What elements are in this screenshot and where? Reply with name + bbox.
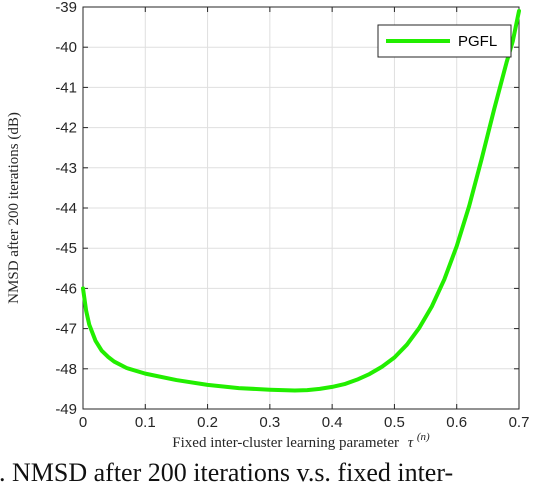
x-tick-label: 0.7 — [509, 414, 530, 431]
y-tick-label: -43 — [55, 160, 77, 177]
chart: 0 0.1 0.2 0.3 0.4 0.5 0.6 0.7 -49 -48 -47 -46 -45 -44… — [6, 0, 529, 451]
y-tick-label: -45 — [55, 240, 77, 257]
grid — [82, 6, 520, 410]
axis-ticks — [82, 6, 520, 410]
x-tick-label: 0.5 — [384, 414, 405, 431]
legend-label-pgfl: PGFL — [458, 33, 497, 50]
y-tick-label: -41 — [55, 79, 77, 96]
x-tick-label: 0.6 — [446, 414, 467, 431]
y-tick-label: -48 — [55, 361, 77, 378]
x-axis-symbol: τ — [408, 435, 414, 451]
x-axis-superscript: (n) — [417, 431, 430, 443]
x-tick-label: 0 — [79, 414, 87, 431]
x-tick-label: 0.3 — [259, 414, 280, 431]
y-axis-title: NMSD after 200 iterations (dB) — [6, 112, 22, 304]
y-tick-label: -49 — [55, 401, 77, 418]
x-axis-title-text: Fixed inter-cluster learning parameter — [172, 435, 399, 451]
y-tick-label: -42 — [55, 120, 77, 137]
series — [81, 9, 521, 393]
x-tick-label: 0.1 — [135, 414, 156, 431]
x-tick-label: 0.2 — [197, 414, 218, 431]
tick-labels: 0 0.1 0.2 0.3 0.4 0.5 0.6 0.7 -49 -48 -47 -46 -45 -44… — [55, 0, 529, 431]
y-tick-label: -39 — [55, 0, 77, 16]
legend: PGFL — [377, 24, 512, 58]
x-axis-title: Fixed inter-cluster learning parameter τ… — [172, 431, 430, 451]
figure-caption: 4. NMSD after 200 iterations v.s. fixed … — [0, 458, 454, 484]
y-tick-label: -47 — [55, 321, 77, 338]
series-line-pgfl — [81, 9, 521, 393]
x-tick-label: 0.4 — [322, 414, 343, 431]
y-tick-label: -46 — [55, 280, 77, 297]
y-tick-label: -40 — [55, 39, 77, 56]
y-tick-label: -44 — [55, 200, 77, 217]
